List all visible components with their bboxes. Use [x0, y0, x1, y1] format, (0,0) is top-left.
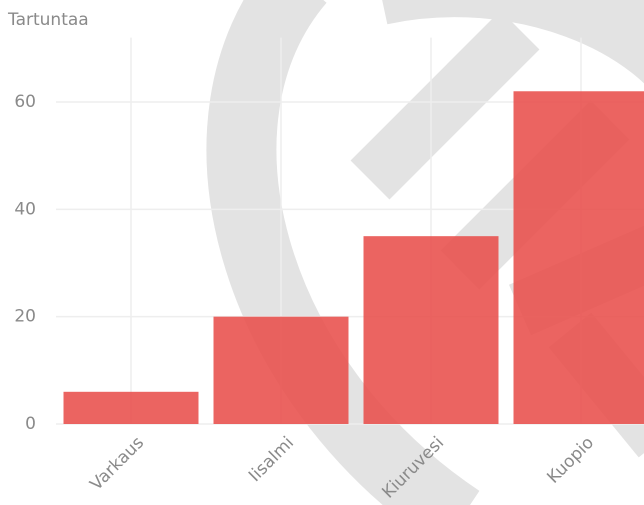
bar	[513, 91, 644, 425]
y-tick-label: 60	[14, 92, 36, 112]
bar	[213, 316, 349, 424]
marks	[63, 91, 644, 425]
y-axis-label: Tartuntaa	[7, 10, 89, 30]
bar	[63, 391, 199, 424]
y-tick-label: 40	[14, 199, 36, 219]
bar	[363, 236, 499, 424]
x-tick-label: Varkaus	[86, 433, 148, 495]
y-tick-label: 20	[14, 307, 36, 327]
x-tick-label: Iisalmi	[245, 433, 298, 486]
y-tick-label: 0	[25, 414, 36, 434]
x-tick-label: Kuopio	[543, 433, 598, 488]
